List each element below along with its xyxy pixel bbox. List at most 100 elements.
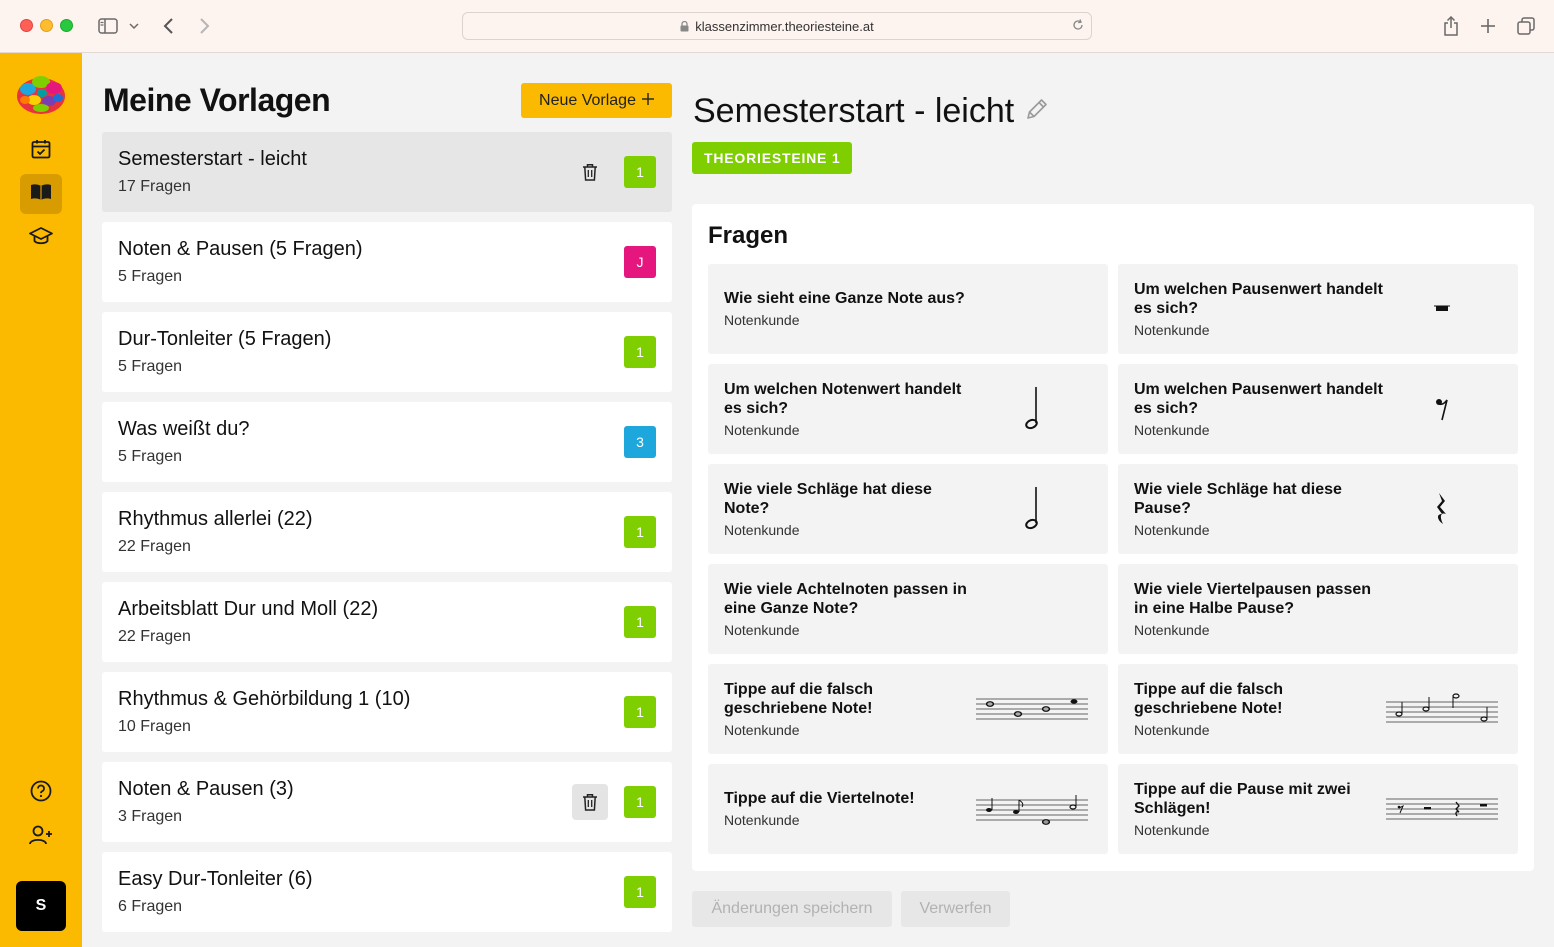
delete-template-button[interactable] [572,154,608,190]
staff-rests-icon [1384,784,1500,834]
template-item[interactable]: Was weißt du? 5 Fragen 3 [102,402,672,482]
question-content: Wie viele Viertelpausen passen in eine H… [1134,580,1384,639]
save-changes-button[interactable]: Änderungen speichern [692,891,892,927]
question-content: Wie viele Schläge hat diese Note? Notenku… [724,480,974,539]
half-note-icon [974,384,1090,434]
book-tag[interactable]: THEORIESTEINE 1 [692,142,853,174]
sidebar-item-calendar[interactable] [20,131,62,171]
question-text: Um welchen Notenwert handelt es sich? [724,381,962,417]
template-question-count: 10 Fragen [118,718,191,735]
template-question-count: 22 Fragen [118,538,191,555]
template-name: Rhythmus allerlei (22) [118,508,313,530]
add-user-icon [29,825,53,850]
template-question-count: 17 Fragen [118,178,191,195]
book-icon [30,183,52,206]
question-text: Um welchen Pausenwert handelt es sich? [1134,281,1383,317]
question-card[interactable]: Tippe auf die falsch geschriebene Note! N… [708,664,1108,754]
template-item[interactable]: Arbeitsblatt Dur und Moll (22) 22 Fragen 1 [102,582,672,662]
questions-panel: Fragen Wie sieht eine Ganze Note aus? Not… [692,204,1534,871]
template-item[interactable]: Rhythmus allerlei (22) 22 Fragen 1 [102,492,672,572]
url-text: klassenzimmer.theoriesteine.at [695,18,874,34]
staff-mixed-notes-icon [974,784,1090,834]
question-card[interactable]: Wie viele Schläge hat diese Pause? Notenk… [1118,464,1518,554]
tab-overview-icon[interactable] [1514,14,1538,38]
sidebar-item-help[interactable] [20,773,62,813]
template-name: Rhythmus & Gehörbildung 1 (10) [118,688,411,710]
theoriesteine-logo[interactable] [14,67,68,121]
question-card[interactable]: Tippe auf die falsch geschriebene Note! N… [1118,664,1518,754]
calendar-icon [31,139,51,164]
user-avatar[interactable]: S [16,881,66,931]
template-title: Semesterstart - leicht [693,92,1050,131]
template-question-count: 3 Fragen [118,808,183,825]
question-text: Um welchen Pausenwert handelt es sich? [1134,381,1383,417]
template-item[interactable]: Easy Dur-Tonleiter (6) 6 Fragen 1 [102,852,672,932]
book-badge: 1 [624,336,656,368]
lock-icon [680,20,689,32]
zoom-window-button[interactable] [60,19,73,32]
question-card[interactable]: Um welchen Notenwert handelt es sich? Not… [708,364,1108,454]
question-category: Notenkunde [724,522,800,538]
eighth-rest-icon [1384,384,1500,434]
forward-icon[interactable] [192,14,216,38]
questions-title: Fragen [708,222,789,249]
question-category: Notenkunde [724,812,800,828]
edit-pencil-icon[interactable] [1024,92,1050,131]
question-content: Um welchen Notenwert handelt es sich? Not… [724,380,974,439]
help-icon [30,780,52,807]
template-item[interactable]: Dur-Tonleiter (5 Fragen) 5 Fragen 1 [102,312,672,392]
question-text: Tippe auf die falsch geschriebene Note! [1134,681,1284,717]
sidebar-item-templates[interactable] [20,174,62,214]
delete-template-button[interactable] [572,784,608,820]
chevron-down-icon[interactable] [124,14,144,38]
reload-icon[interactable] [1071,18,1085,32]
question-category: Notenkunde [1134,822,1210,838]
address-bar[interactable]: klassenzimmer.theoriesteine.at [462,12,1092,40]
template-item[interactable]: Rhythmus & Gehörbildung 1 (10) 10 Fragen 1 [102,672,672,752]
question-card[interactable]: Wie viele Schläge hat diese Note? Notenku… [708,464,1108,554]
question-category: Notenkunde [1134,522,1210,538]
question-content: Wie sieht eine Ganze Note aus? Notenkunde [724,289,974,329]
question-text: Wie viele Achtelnoten passen in eine Gan… [724,581,967,617]
template-question-count: 22 Fragen [118,628,191,645]
template-name: Arbeitsblatt Dur und Moll (22) [118,598,379,620]
question-text: Wie viele Viertelpausen passen in eine H… [1134,581,1372,617]
new-tab-icon[interactable] [1476,14,1500,38]
back-icon[interactable] [157,14,181,38]
sidebar-toggle-icon[interactable] [96,14,120,38]
share-icon[interactable] [1439,14,1463,38]
question-category: Notenkunde [724,422,800,438]
new-template-button[interactable]: Neue Vorlage [521,83,672,118]
sidebar-item-invite[interactable] [20,817,62,857]
question-content: Wie viele Achtelnoten passen in eine Gan… [724,580,974,639]
template-item[interactable]: Noten & Pausen (3) 3 Fragen 1 [102,762,672,842]
question-content: Wie viele Schläge hat diese Pause? Notenk… [1134,480,1384,539]
template-item[interactable]: Semesterstart - leicht 17 Fragen 1 [102,132,672,212]
template-question-count: 6 Fragen [118,898,183,915]
question-card[interactable]: Um welchen Pausenwert handelt es sich? No… [1118,264,1518,354]
sidebar-item-courses[interactable] [20,218,62,258]
template-question-count: 5 Fragen [118,358,183,375]
minimize-window-button[interactable] [40,19,53,32]
discard-button[interactable]: Verwerfen [901,891,1010,927]
question-content: Um welchen Pausenwert handelt es sich? No… [1134,380,1384,439]
question-card[interactable]: Tippe auf die Pause mit zwei Schlägen! No… [1118,764,1518,854]
question-card[interactable]: Tippe auf die Viertelnote! Notenkunde [708,764,1108,854]
template-name: Dur-Tonleiter (5 Fragen) [118,328,332,350]
question-text: Wie viele Schläge hat diese Note? [724,481,932,517]
template-name: Noten & Pausen (3) [118,778,294,800]
browser-toolbar: klassenzimmer.theoriesteine.at [0,0,1554,53]
question-category: Notenkunde [1134,722,1210,738]
template-name: Easy Dur-Tonleiter (6) [118,868,313,890]
question-card[interactable]: Wie sieht eine Ganze Note aus? Notenkunde [708,264,1108,354]
graduation-cap-icon [29,226,53,251]
staff-whole-notes-icon [974,684,1090,734]
template-name: Was weißt du? [118,418,250,440]
close-window-button[interactable] [20,19,33,32]
question-card[interactable]: Wie viele Achtelnoten passen in eine Gan… [708,564,1108,654]
question-card[interactable]: Wie viele Viertelpausen passen in eine H… [1118,564,1518,654]
question-card[interactable]: Um welchen Pausenwert handelt es sich? No… [1118,364,1518,454]
quarter-rest-icon [1384,484,1500,534]
template-item[interactable]: Noten & Pausen (5 Fragen) 5 Fragen J [102,222,672,302]
question-text: Tippe auf die Pause mit zwei Schlägen! [1134,781,1351,817]
